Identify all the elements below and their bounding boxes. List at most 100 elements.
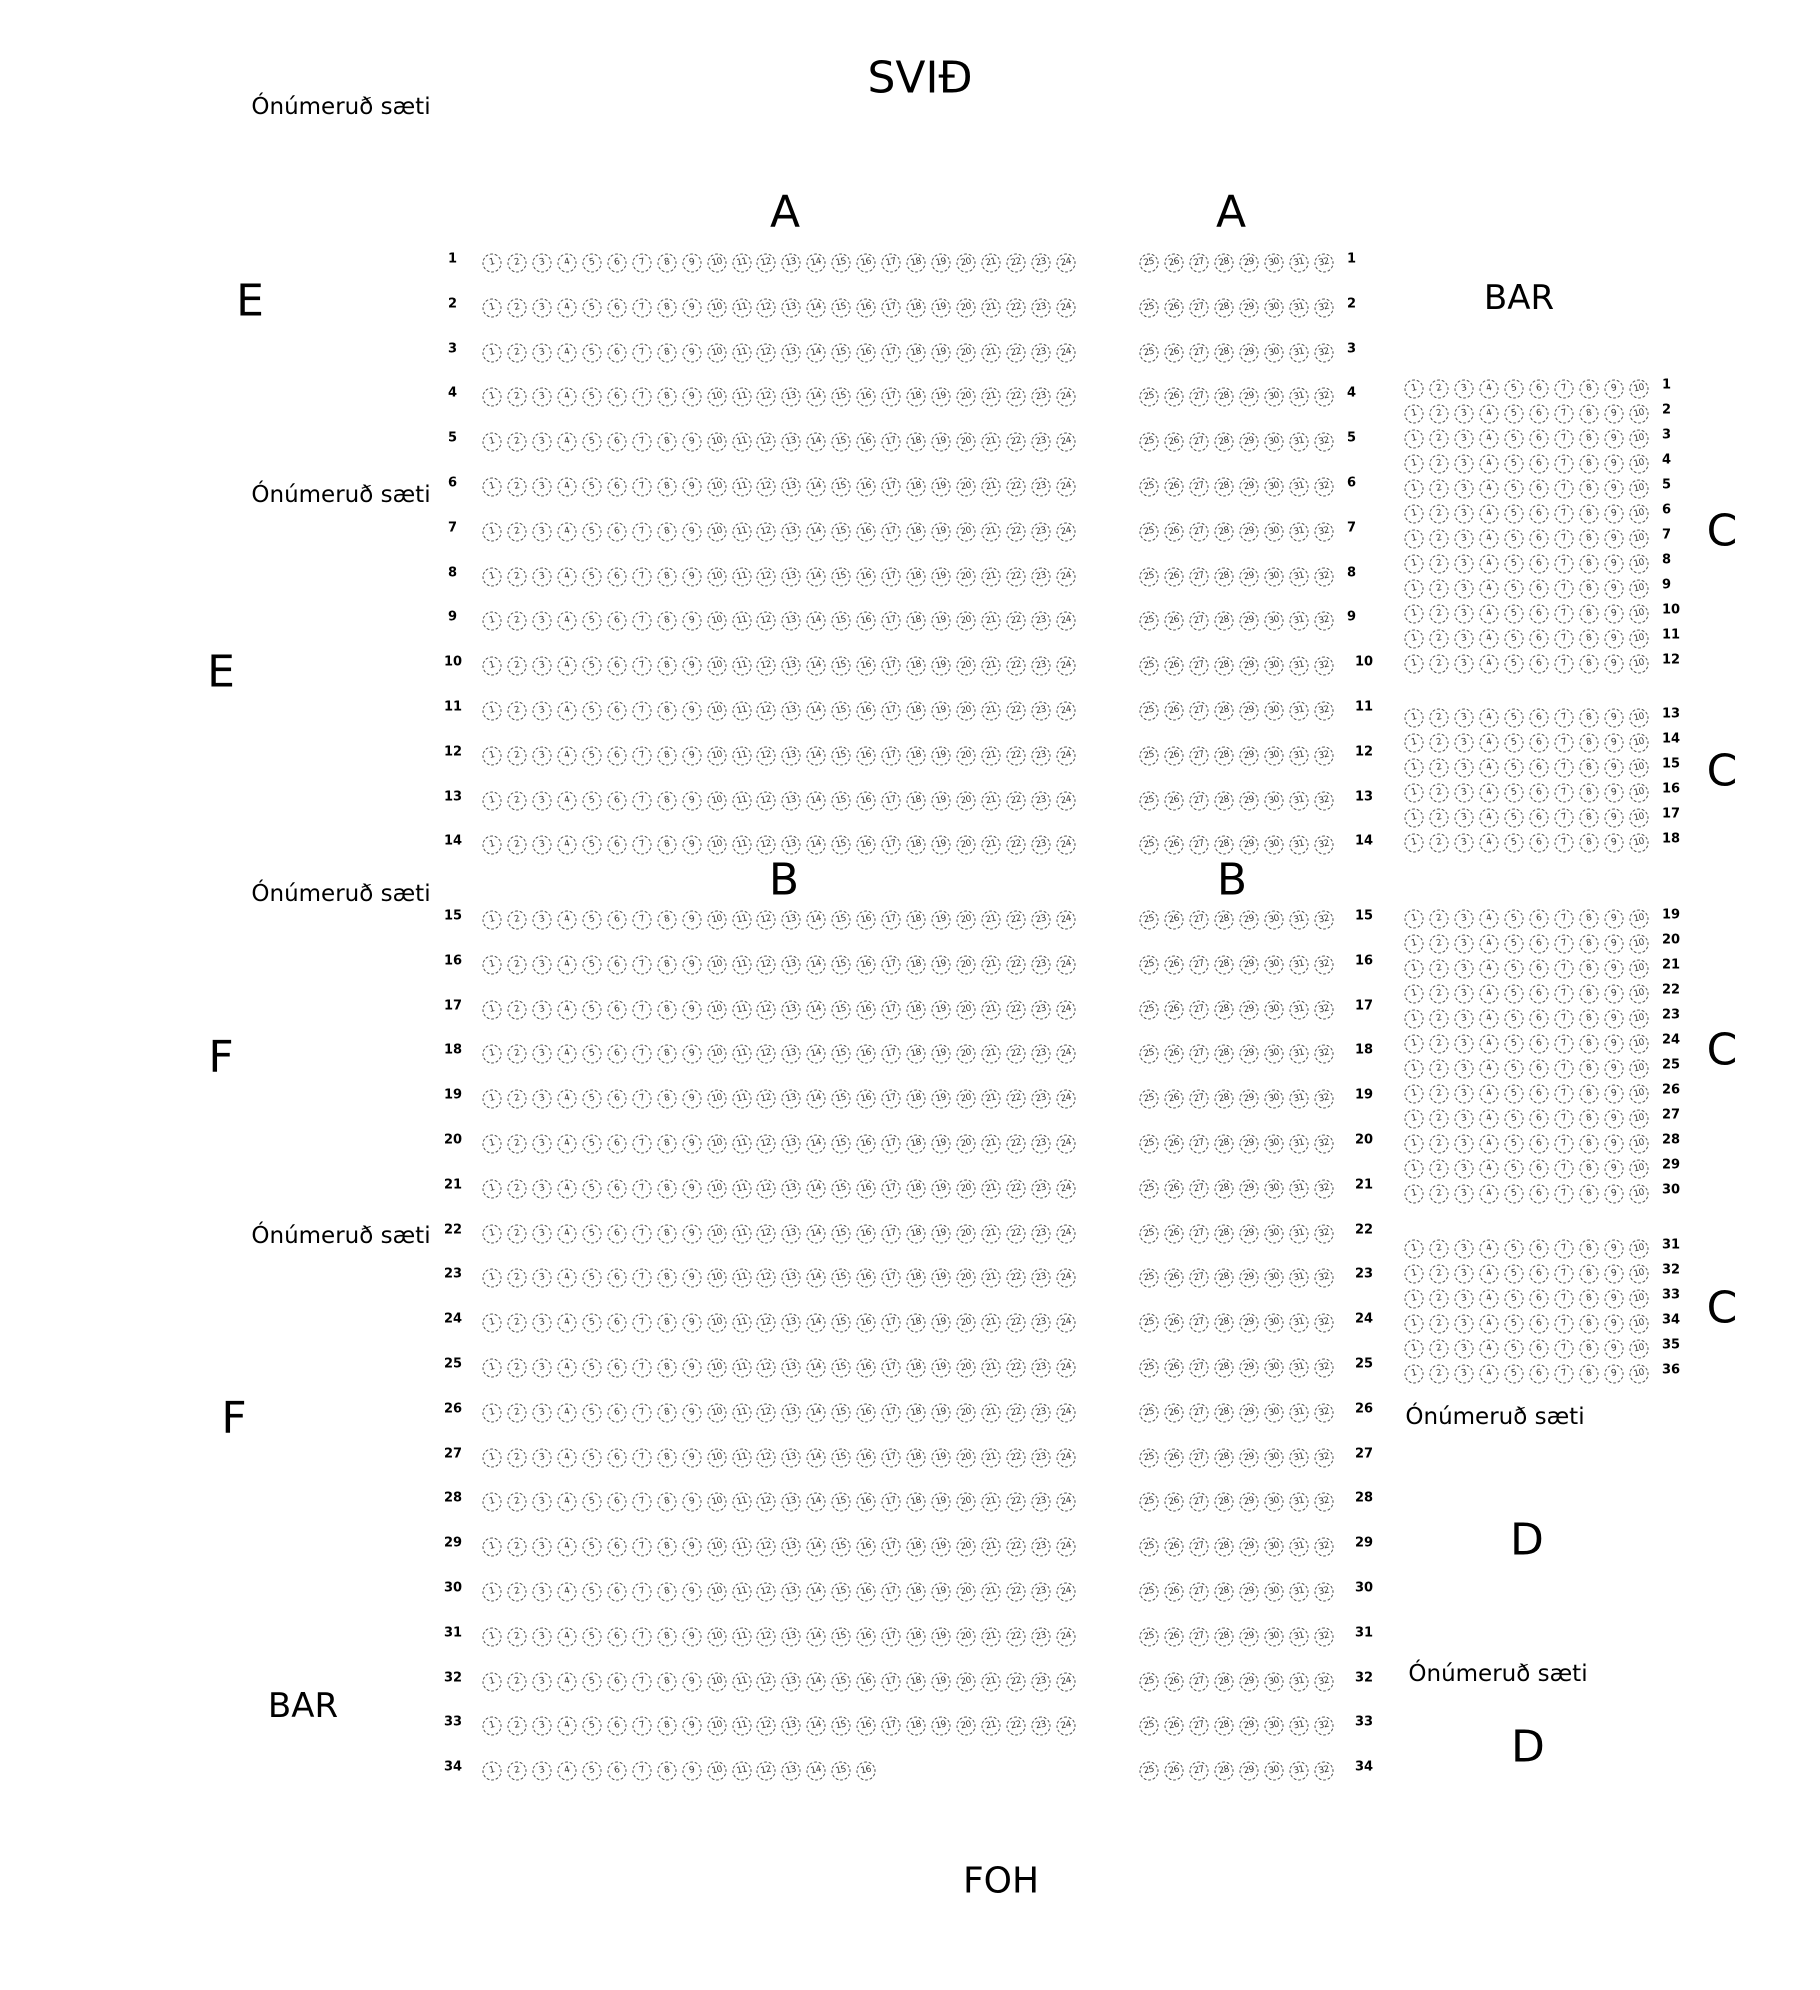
seat[interactable]: 10 xyxy=(705,475,728,499)
seat[interactable]: 1 xyxy=(480,1715,504,1738)
seat[interactable]: 26 xyxy=(1162,1267,1186,1290)
seat[interactable]: 6 xyxy=(1527,831,1551,855)
seat[interactable]: 7 xyxy=(1552,602,1575,626)
seat[interactable]: 6 xyxy=(605,386,629,409)
seat[interactable]: 7 xyxy=(630,1759,653,1783)
seat[interactable]: 6 xyxy=(1527,1237,1551,1261)
seat[interactable]: 1 xyxy=(480,1535,504,1559)
seat[interactable]: 21 xyxy=(979,1132,1003,1156)
seat[interactable]: 6 xyxy=(1527,577,1551,601)
seat[interactable]: 8 xyxy=(655,744,678,768)
seat[interactable]: 5 xyxy=(580,1401,604,1425)
seat[interactable]: 30 xyxy=(1262,296,1286,320)
seat[interactable]: 32 xyxy=(1312,520,1335,544)
seat[interactable]: 20 xyxy=(954,1491,978,1514)
seat[interactable]: 3 xyxy=(1452,806,1476,830)
seat[interactable]: 10 xyxy=(705,520,728,544)
seat[interactable]: 24 xyxy=(1054,610,1078,633)
seat[interactable]: 9 xyxy=(680,908,703,932)
seat[interactable]: 18 xyxy=(904,386,928,409)
seat[interactable]: 1 xyxy=(1402,1262,1426,1286)
seat[interactable]: 10 xyxy=(1627,932,1650,956)
seat[interactable]: 30 xyxy=(1262,251,1286,275)
seat[interactable]: 12 xyxy=(755,1401,778,1425)
seat[interactable]: 15 xyxy=(830,1535,853,1559)
seat[interactable]: 6 xyxy=(1527,1287,1551,1311)
seat[interactable]: 19 xyxy=(929,1580,953,1604)
seat[interactable]: 11 xyxy=(730,565,753,588)
seat[interactable]: 7 xyxy=(630,953,653,977)
seat[interactable]: 19 xyxy=(929,386,953,409)
seat[interactable]: 7 xyxy=(1552,377,1575,401)
seat[interactable]: 3 xyxy=(530,251,554,275)
seat[interactable]: 12 xyxy=(755,908,778,932)
seat[interactable]: 19 xyxy=(929,1177,953,1201)
seat[interactable]: 2 xyxy=(1427,527,1451,551)
seat[interactable]: 5 xyxy=(580,1759,604,1783)
seat[interactable]: 9 xyxy=(680,654,703,678)
seat[interactable]: 18 xyxy=(904,1356,928,1380)
seat[interactable]: 4 xyxy=(1477,957,1501,981)
seat[interactable]: 22 xyxy=(1004,341,1028,364)
seat[interactable]: 2 xyxy=(505,1625,529,1649)
seat[interactable]: 3 xyxy=(1452,706,1476,730)
seat[interactable]: 9 xyxy=(1602,1287,1625,1311)
seat[interactable]: 6 xyxy=(605,1356,629,1380)
seat[interactable]: 10 xyxy=(705,1491,728,1514)
seat[interactable]: 15 xyxy=(830,341,853,364)
seat[interactable]: 6 xyxy=(605,430,629,454)
seat[interactable]: 9 xyxy=(680,1222,703,1245)
seat[interactable]: 27 xyxy=(1187,789,1211,812)
seat[interactable]: 7 xyxy=(1552,427,1575,451)
seat[interactable]: 1 xyxy=(480,744,504,768)
seat[interactable]: 5 xyxy=(1502,402,1526,426)
seat[interactable]: 26 xyxy=(1162,953,1186,977)
seat[interactable]: 3 xyxy=(1452,502,1476,526)
seat[interactable]: 9 xyxy=(680,998,703,1021)
seat[interactable]: 21 xyxy=(979,1625,1003,1649)
seat[interactable]: 21 xyxy=(979,908,1003,932)
seat[interactable]: 20 xyxy=(954,1625,978,1649)
seat[interactable]: 16 xyxy=(854,1670,878,1693)
seat[interactable]: 3 xyxy=(530,430,554,454)
seat[interactable]: 13 xyxy=(780,1311,803,1335)
seat[interactable]: 25 xyxy=(1137,1625,1161,1649)
seat[interactable]: 8 xyxy=(1577,1007,1600,1031)
seat[interactable]: 22 xyxy=(1004,998,1028,1021)
seat[interactable]: 3 xyxy=(530,341,554,364)
seat[interactable]: 10 xyxy=(1627,1362,1650,1386)
seat[interactable]: 14 xyxy=(805,1401,828,1425)
seat[interactable]: 16 xyxy=(854,1311,878,1335)
seat[interactable]: 28 xyxy=(1212,1535,1236,1559)
seat[interactable]: 25 xyxy=(1137,1670,1161,1693)
seat[interactable]: 4 xyxy=(1477,1362,1501,1386)
seat[interactable]: 1 xyxy=(1402,1032,1426,1056)
seat[interactable]: 22 xyxy=(1004,1535,1028,1559)
seat[interactable]: 27 xyxy=(1187,1043,1211,1066)
seat[interactable]: 7 xyxy=(630,1715,653,1738)
seat[interactable]: 6 xyxy=(605,1222,629,1245)
seat[interactable]: 32 xyxy=(1312,430,1335,454)
seat[interactable]: 3 xyxy=(1452,652,1476,676)
seat[interactable]: 10 xyxy=(1627,477,1650,501)
seat[interactable]: 22 xyxy=(1004,789,1028,812)
seat[interactable]: 27 xyxy=(1187,654,1211,678)
seat[interactable]: 21 xyxy=(979,998,1003,1021)
seat[interactable]: 2 xyxy=(505,1670,529,1693)
seat[interactable]: 10 xyxy=(1627,502,1650,526)
seat[interactable]: 1 xyxy=(480,1087,504,1111)
seat[interactable]: 10 xyxy=(705,1580,728,1604)
seat[interactable]: 6 xyxy=(1527,1132,1551,1156)
seat[interactable]: 5 xyxy=(580,953,604,977)
seat[interactable]: 16 xyxy=(854,1132,878,1156)
seat[interactable]: 10 xyxy=(705,1267,728,1290)
seat[interactable]: 4 xyxy=(555,1670,579,1693)
seat[interactable]: 23 xyxy=(1029,520,1053,544)
seat[interactable]: 8 xyxy=(655,834,678,857)
seat[interactable]: 5 xyxy=(1502,1262,1526,1286)
seat[interactable]: 18 xyxy=(904,654,928,678)
seat[interactable]: 9 xyxy=(680,251,703,275)
seat[interactable]: 6 xyxy=(605,610,629,633)
seat[interactable]: 28 xyxy=(1212,744,1236,768)
seat[interactable]: 7 xyxy=(630,998,653,1021)
